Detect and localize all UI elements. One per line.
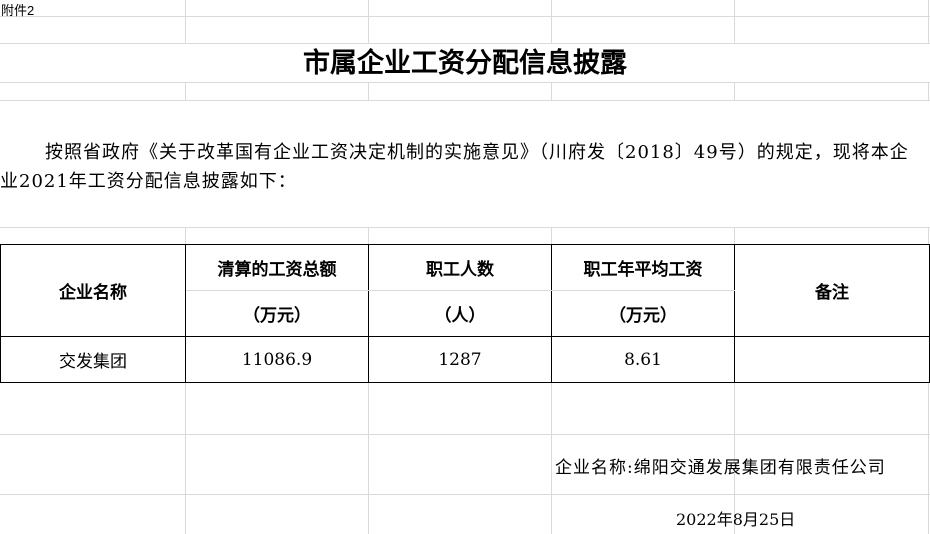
grid-line [0,82,930,83]
grid-line [0,494,930,495]
table-row: 交发集团 11086.9 1287 8.61 [0,336,930,383]
cell-total-wage: 11086.9 [185,336,369,383]
disclosure-date: 2022年8月25日 [676,510,796,529]
grid-line [0,227,930,228]
cell-company: 交发集团 [0,336,186,383]
cell-avg-wage: 8.61 [551,336,735,383]
grid-line [0,43,930,44]
cell-employees: 1287 [368,336,552,383]
grid-line [0,16,930,17]
grid-line [0,434,930,435]
title-cell [0,44,930,82]
header-employees-unit: （人） [368,290,552,337]
attachment-label: 附件2 [1,3,35,18]
page-title: 市属企业工资分配信息披露 [303,48,627,79]
header-company: 企业名称 [0,244,186,337]
company-signature: 企业名称:绵阳交通发展集团有限责任公司 [555,458,886,478]
grid-line [0,100,930,101]
intro-paragraph: 按照省政府《关于改革国有企业工资决定机制的实施意见》（川府发〔2018〕49号）… [0,142,909,192]
cell-remarks [734,336,930,383]
intro-cell [0,101,930,227]
header-avg-wage-unit: （万元） [551,290,735,337]
header-avg-wage: 职工年平均工资 [551,244,735,291]
header-remarks: 备注 [734,244,930,337]
header-total-wage: 清算的工资总额 [185,244,369,291]
wage-table: 企业名称 清算的工资总额 职工人数 职工年平均工资 备注 （万元） （人） （万… [0,244,930,383]
header-total-wage-unit: （万元） [185,290,369,337]
header-employees: 职工人数 [368,244,552,291]
